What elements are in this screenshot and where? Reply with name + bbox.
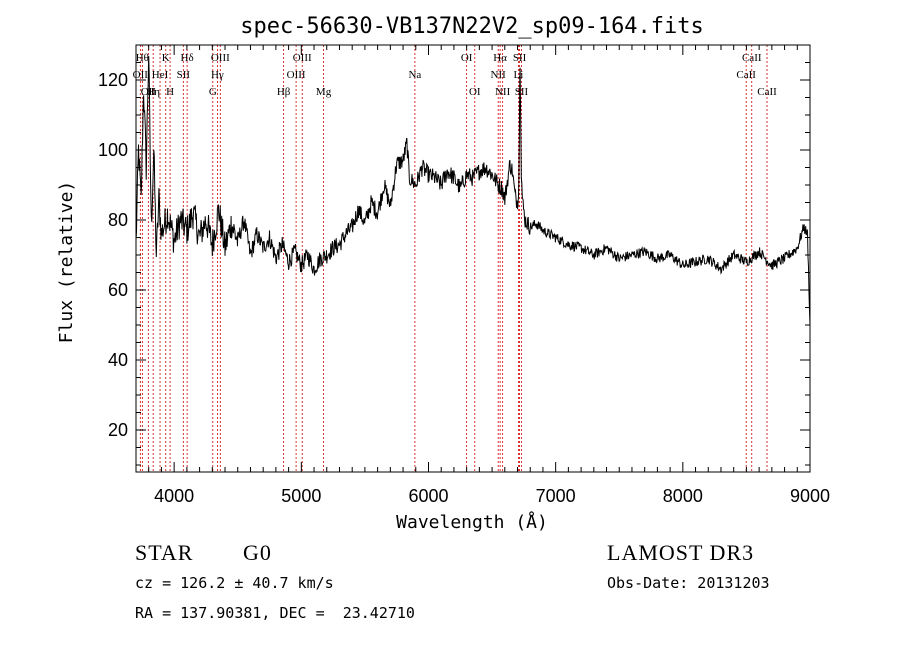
x-axis: 4000 5000 6000 7000 8000 9000 xyxy=(135,45,830,506)
line-marker-label: OIII xyxy=(287,69,306,81)
y-tick-label: 120 xyxy=(98,70,128,90)
survey-name: LAMOST DR3 xyxy=(607,540,755,565)
y-tick-label: 80 xyxy=(108,210,128,230)
x-axis-label: Wavelength (Å) xyxy=(396,511,548,533)
y-axis: 20 40 60 80 100 120 xyxy=(98,44,810,466)
y-tick-label: 20 xyxy=(108,420,128,440)
y-tick-label: 100 xyxy=(98,140,128,160)
spectrum-line xyxy=(135,56,811,326)
x-tick-label: 5000 xyxy=(281,486,321,506)
line-marker-label: CaII xyxy=(736,69,756,81)
plot-frame xyxy=(135,44,811,473)
line-marker-label: SII xyxy=(515,86,529,98)
line-marker-label: SII xyxy=(177,69,191,81)
x-tick-label: 7000 xyxy=(536,486,576,506)
line-marker-label: OI xyxy=(469,86,481,98)
x-tick-label: 8000 xyxy=(663,486,703,506)
line-marker-label: Hδ xyxy=(181,52,194,64)
line-marker-label: OI xyxy=(461,52,473,64)
obs-date: Obs-Date: 20131203 xyxy=(607,574,770,592)
redshift-info: cz = 126.2 ± 40.7 km/s xyxy=(135,574,334,592)
line-marker-label: Hγ xyxy=(211,69,224,81)
line-marker-label: Mg xyxy=(316,86,332,98)
line-marker-label: H xyxy=(166,86,174,98)
object-subclass: G0 xyxy=(243,540,272,565)
line-marker-label: NII xyxy=(491,69,507,81)
line-marker-label: Hα xyxy=(493,52,507,64)
line-marker-label: HeI xyxy=(152,69,169,81)
line-marker-label: CaII xyxy=(742,52,762,64)
line-marker-label: OII xyxy=(133,69,149,81)
object-class: STAR xyxy=(135,540,194,565)
x-tick-label: 4000 xyxy=(154,486,194,506)
line-marker-labels: OIIHθOIIHηHeIKHSIIHδGHγOIIIHβOIIIOIIIMgN… xyxy=(133,52,777,98)
line-markers xyxy=(139,45,768,472)
line-marker-label: K xyxy=(162,52,170,64)
y-tick-label: 40 xyxy=(108,350,128,370)
chart-title: spec-56630-VB137N22V2_sp09-164.fits xyxy=(240,14,704,39)
line-marker-label: OIII xyxy=(211,52,230,64)
line-marker-label: NII xyxy=(495,86,511,98)
x-tick-label: 9000 xyxy=(790,486,830,506)
line-marker-label: OII xyxy=(141,86,157,98)
line-marker-label: Hθ xyxy=(136,52,149,64)
line-marker-label: OIII xyxy=(293,52,312,64)
line-marker-label: Na xyxy=(408,69,421,81)
coordinates: RA = 137.90381, DEC = 23.42710 xyxy=(135,604,415,622)
line-marker-label: G xyxy=(209,86,217,98)
line-marker-label: Hβ xyxy=(277,86,291,98)
x-tick-label: 6000 xyxy=(408,486,448,506)
line-marker-label: SII xyxy=(513,52,527,64)
line-marker-label: CaII xyxy=(757,86,777,98)
y-tick-label: 60 xyxy=(108,280,128,300)
y-axis-label: Flux (relative) xyxy=(56,181,77,344)
line-marker-label: Li xyxy=(514,69,524,81)
